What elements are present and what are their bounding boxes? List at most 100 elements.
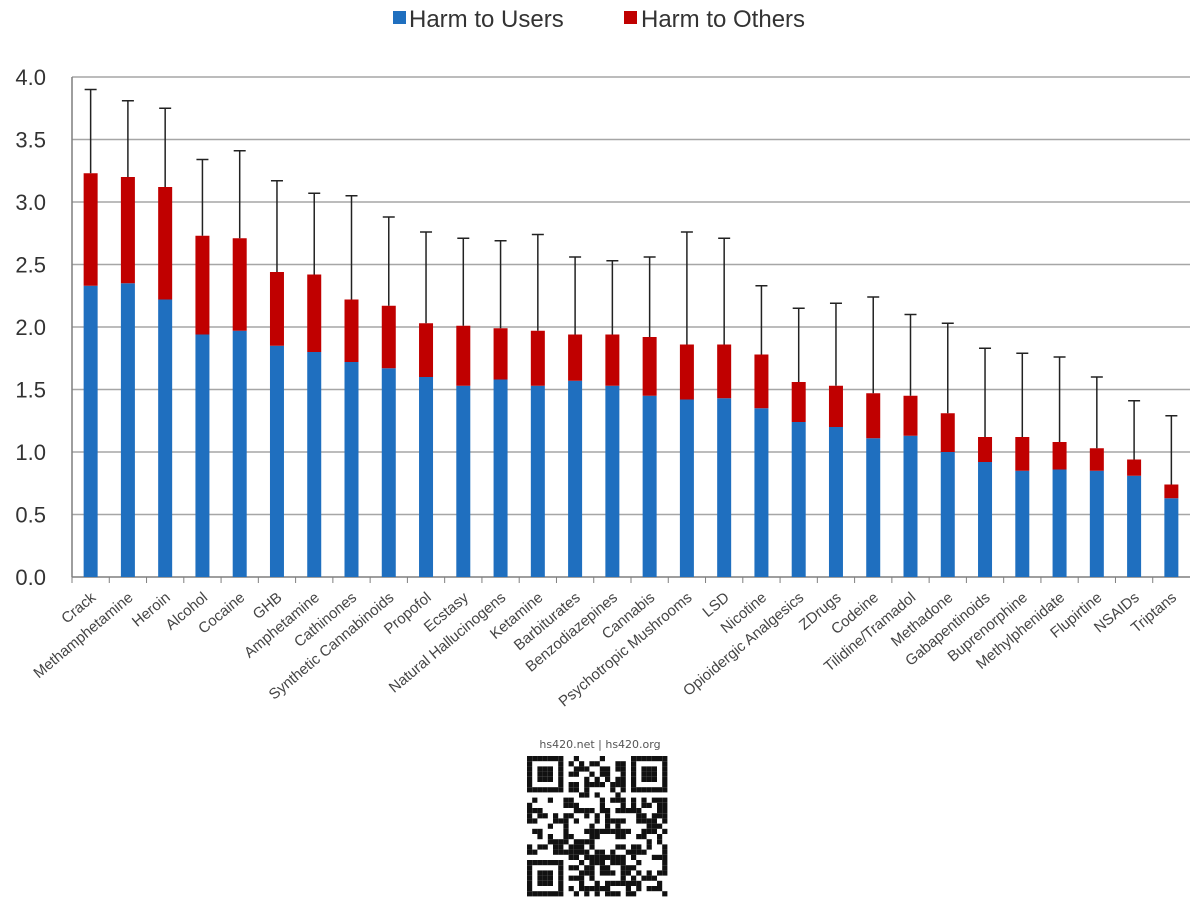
bar-harm-to-users xyxy=(344,362,359,577)
y-tick-label: 2.5 xyxy=(15,253,46,278)
qr-module xyxy=(537,870,543,876)
qr-module xyxy=(584,839,590,845)
qr-module xyxy=(662,761,668,767)
qr-module xyxy=(532,797,538,803)
qr-module xyxy=(568,854,574,860)
qr-module xyxy=(558,865,564,871)
qr-module xyxy=(563,839,569,845)
qr-module xyxy=(651,854,657,860)
qr-module xyxy=(620,880,626,886)
qr-module xyxy=(547,797,553,803)
qr-module xyxy=(625,808,631,814)
legend-swatch-harm-to-users xyxy=(393,11,406,24)
qr-module xyxy=(532,787,538,793)
qr-module xyxy=(636,813,642,819)
bar-harm-to-others xyxy=(791,382,806,422)
qr-module xyxy=(558,756,564,762)
qr-module xyxy=(636,834,642,840)
qr-module xyxy=(641,813,647,819)
qr-module xyxy=(620,797,626,803)
y-tick-label: 0.5 xyxy=(15,503,46,528)
qr-module xyxy=(620,828,626,834)
qr-module xyxy=(579,766,585,772)
qr-module xyxy=(584,891,590,897)
qr-module xyxy=(547,891,553,897)
qr-module xyxy=(646,839,652,845)
qr-module xyxy=(594,776,600,782)
qr-module xyxy=(605,808,611,814)
qr-module xyxy=(553,818,559,824)
qr-module xyxy=(584,782,590,788)
bar-harm-to-others xyxy=(195,235,210,335)
qr-module xyxy=(594,834,600,840)
qr-module xyxy=(620,860,626,866)
bar-harm-to-users xyxy=(940,452,955,577)
qr-module xyxy=(537,844,543,850)
qr-module xyxy=(537,756,543,762)
y-tick-label: 3.0 xyxy=(15,190,46,215)
qr-module xyxy=(620,808,626,814)
legend: Harm to Users Harm to Others xyxy=(393,6,805,33)
qr-module xyxy=(599,797,605,803)
qr-module xyxy=(646,870,652,876)
category-labels: CrackMethamphetamineHeroinAlcoholCocaine… xyxy=(30,589,1180,711)
qr-module xyxy=(579,886,585,892)
qr-module xyxy=(631,756,637,762)
qr-module xyxy=(605,854,611,860)
qr-module xyxy=(547,875,553,881)
qr-module xyxy=(537,891,543,897)
qr-module xyxy=(662,844,668,850)
bar-harm-to-users xyxy=(120,283,135,577)
qr-module xyxy=(579,880,585,886)
qr-module xyxy=(594,854,600,860)
bar-harm-to-others xyxy=(1089,448,1104,471)
qr-module xyxy=(558,844,564,850)
qr-module xyxy=(584,828,590,834)
qr-module xyxy=(558,787,564,793)
bar-harm-to-others xyxy=(307,274,322,352)
qr-module xyxy=(646,875,652,881)
qr-module xyxy=(662,865,668,871)
qr-module xyxy=(615,844,621,850)
qr-module xyxy=(615,880,621,886)
qr-module xyxy=(646,886,652,892)
qr-module xyxy=(573,875,579,881)
qr-module xyxy=(641,776,647,782)
qr-module xyxy=(605,880,611,886)
qr-module xyxy=(657,756,663,762)
qr-module xyxy=(589,865,595,871)
qr-module xyxy=(537,880,543,886)
qr-module xyxy=(558,771,564,777)
qr-module xyxy=(594,849,600,855)
qr-module xyxy=(631,854,637,860)
qr-module xyxy=(573,802,579,808)
qr-caption: hs420.net | hs420.org xyxy=(539,738,660,751)
qr-module xyxy=(657,802,663,808)
qr-module xyxy=(662,854,668,860)
qr-module xyxy=(605,886,611,892)
qr-module xyxy=(615,860,621,866)
qr-module xyxy=(527,875,533,881)
qr-module xyxy=(610,849,616,855)
bar-harm-to-others xyxy=(754,354,769,409)
qr-module xyxy=(662,891,668,897)
qr-module xyxy=(589,860,595,866)
qr-module xyxy=(651,886,657,892)
qr-module xyxy=(625,828,631,834)
qr-module xyxy=(542,787,548,793)
qr-module xyxy=(547,787,553,793)
bar-harm-to-users xyxy=(419,377,434,577)
qr-module xyxy=(651,813,657,819)
qr-module xyxy=(610,828,616,834)
qr-module xyxy=(537,787,543,793)
qr-module xyxy=(537,776,543,782)
qr-module xyxy=(599,854,605,860)
qr-module xyxy=(599,860,605,866)
bar-harm-to-users xyxy=(1164,498,1179,577)
bar-harm-to-users xyxy=(195,334,210,577)
qr-module xyxy=(537,828,543,834)
qr-module xyxy=(558,860,564,866)
qr-module xyxy=(631,808,637,814)
qr-module xyxy=(641,849,647,855)
qr-module xyxy=(631,849,637,855)
